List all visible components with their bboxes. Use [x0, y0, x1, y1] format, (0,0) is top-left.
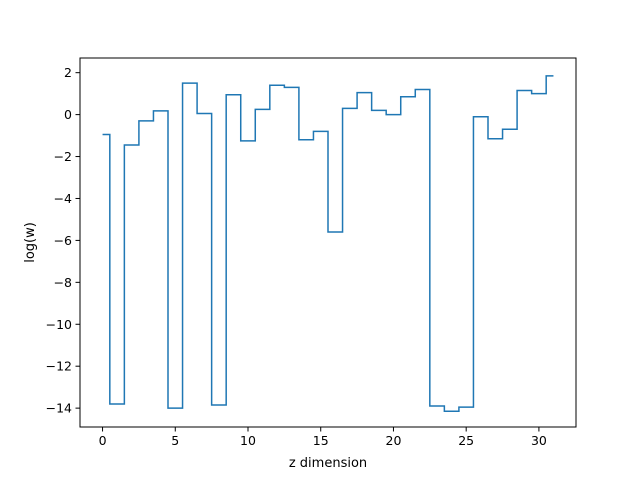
x-tick-label: 10 [240, 433, 256, 448]
x-tick-label: 20 [386, 433, 402, 448]
x-axis: 0 5 10 15 20 25 30 [99, 427, 547, 448]
y-axis-label: log(w) [23, 222, 38, 263]
series-line [102, 75, 554, 413]
x-tick-label: 5 [171, 433, 179, 448]
axes-frame [79, 57, 577, 428]
y-tick-label: −6 [54, 233, 72, 248]
x-tick-label: 15 [313, 433, 329, 448]
y-tick-label: −10 [46, 317, 72, 332]
x-tick-label: 25 [458, 433, 474, 448]
y-tick-label: −2 [54, 149, 72, 164]
y-tick-label: 2 [64, 65, 72, 80]
y-tick-label: 0 [64, 107, 72, 122]
y-tick-label: −14 [46, 401, 72, 416]
x-tick-label: 30 [531, 433, 547, 448]
x-tick-label: 0 [99, 433, 107, 448]
x-axis-label: z dimension [289, 456, 367, 471]
plot-area [102, 75, 554, 413]
y-tick-label: −8 [54, 275, 72, 290]
y-tick-label: −12 [46, 359, 72, 374]
y-tick-label: −4 [54, 191, 72, 206]
y-axis: 2 0 −2 −4 −6 −8 −10 −12 −14 [46, 65, 80, 416]
